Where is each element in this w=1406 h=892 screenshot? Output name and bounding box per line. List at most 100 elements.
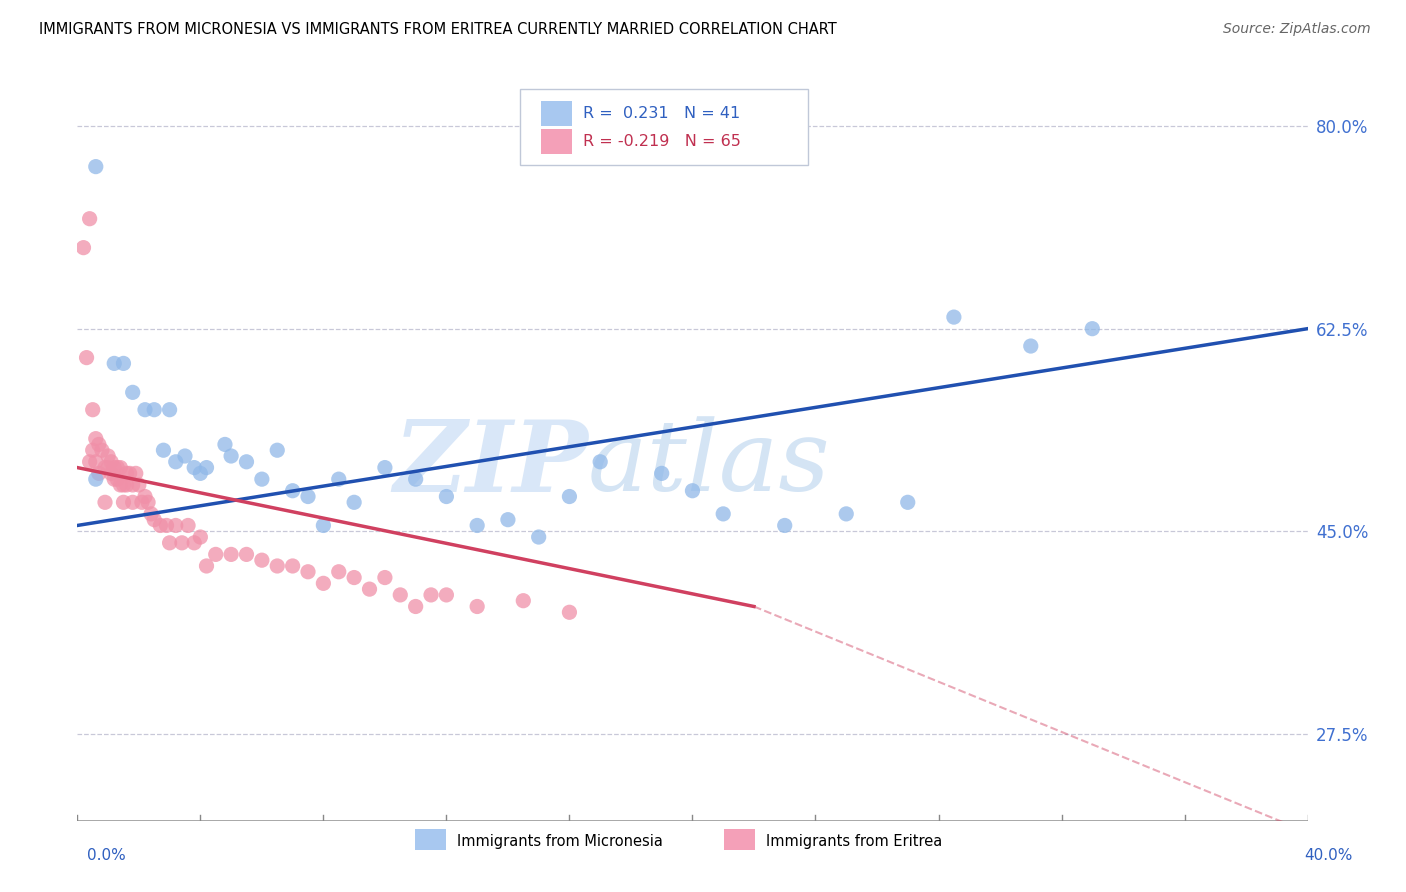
Point xyxy=(214,437,236,451)
Point xyxy=(121,478,143,492)
Point xyxy=(328,565,350,579)
Point xyxy=(942,310,965,324)
Point xyxy=(110,460,132,475)
Point xyxy=(281,559,304,574)
Point xyxy=(250,472,273,486)
Point xyxy=(359,582,381,596)
Point xyxy=(159,402,181,417)
Point xyxy=(103,460,125,475)
Point xyxy=(118,467,141,481)
Point xyxy=(121,385,143,400)
Y-axis label: Currently Married: Currently Married xyxy=(0,375,7,508)
Point xyxy=(82,402,104,417)
Point xyxy=(165,518,187,533)
Text: R = -0.219   N = 65: R = -0.219 N = 65 xyxy=(583,135,741,149)
Point xyxy=(420,588,443,602)
Point xyxy=(165,455,187,469)
Point xyxy=(235,548,257,562)
Point xyxy=(84,472,107,486)
Point xyxy=(835,507,858,521)
Text: Source: ZipAtlas.com: Source: ZipAtlas.com xyxy=(1223,22,1371,37)
Text: Immigrants from Eritrea: Immigrants from Eritrea xyxy=(766,834,942,848)
Point xyxy=(496,513,519,527)
Point xyxy=(131,495,153,509)
Point xyxy=(155,518,177,533)
Point xyxy=(195,460,218,475)
Point xyxy=(112,495,135,509)
Point xyxy=(512,593,534,607)
Point xyxy=(84,455,107,469)
Point xyxy=(651,467,673,481)
Point xyxy=(1081,321,1104,335)
Text: Immigrants from Micronesia: Immigrants from Micronesia xyxy=(457,834,662,848)
Point xyxy=(141,507,163,521)
Point xyxy=(105,460,128,475)
Point xyxy=(405,599,427,614)
Point xyxy=(773,518,796,533)
Point xyxy=(465,599,488,614)
Point xyxy=(143,402,166,417)
Point xyxy=(84,432,107,446)
Text: ZIP: ZIP xyxy=(392,416,588,513)
Point xyxy=(436,490,458,504)
Point xyxy=(558,490,581,504)
Point xyxy=(174,449,197,463)
Point xyxy=(281,483,304,498)
Point xyxy=(125,467,148,481)
Point xyxy=(103,356,125,370)
Point xyxy=(112,356,135,370)
Point xyxy=(115,467,138,481)
Point xyxy=(219,449,242,463)
Point xyxy=(343,570,366,584)
Point xyxy=(110,478,132,492)
Point xyxy=(188,530,212,544)
Text: 40.0%: 40.0% xyxy=(1305,847,1353,863)
Point xyxy=(188,467,212,481)
Point xyxy=(84,160,107,174)
Point xyxy=(405,472,427,486)
Point xyxy=(328,472,350,486)
Point xyxy=(589,455,612,469)
Text: IMMIGRANTS FROM MICRONESIA VS IMMIGRANTS FROM ERITREA CURRENTLY MARRIED CORRELAT: IMMIGRANTS FROM MICRONESIA VS IMMIGRANTS… xyxy=(39,22,837,37)
Point xyxy=(152,443,174,458)
Point xyxy=(87,437,110,451)
Point xyxy=(94,460,117,475)
Point xyxy=(177,518,200,533)
Point xyxy=(1019,339,1042,353)
Point xyxy=(149,518,172,533)
Point xyxy=(94,495,117,509)
Point xyxy=(465,518,488,533)
Point xyxy=(266,443,288,458)
Point xyxy=(100,467,122,481)
Point xyxy=(897,495,920,509)
Point xyxy=(128,478,150,492)
Point xyxy=(343,495,366,509)
Point xyxy=(121,495,143,509)
Point xyxy=(97,460,120,475)
Point xyxy=(143,513,166,527)
Point xyxy=(297,490,319,504)
Point xyxy=(87,467,110,481)
Point xyxy=(134,402,156,417)
Point xyxy=(72,241,94,255)
Point xyxy=(79,211,101,226)
Text: R =  0.231   N = 41: R = 0.231 N = 41 xyxy=(583,106,741,120)
Point xyxy=(682,483,704,498)
Point xyxy=(235,455,257,469)
Point xyxy=(389,588,412,602)
Point xyxy=(134,490,156,504)
Point xyxy=(266,559,288,574)
Point xyxy=(374,460,396,475)
Point xyxy=(195,559,218,574)
Point xyxy=(183,460,205,475)
Point xyxy=(112,478,135,492)
Point xyxy=(159,536,181,550)
Point xyxy=(183,536,205,550)
Point xyxy=(374,570,396,584)
Text: 0.0%: 0.0% xyxy=(87,847,127,863)
Point xyxy=(250,553,273,567)
Point xyxy=(115,478,138,492)
Point xyxy=(82,443,104,458)
Point xyxy=(711,507,734,521)
Point xyxy=(170,536,193,550)
